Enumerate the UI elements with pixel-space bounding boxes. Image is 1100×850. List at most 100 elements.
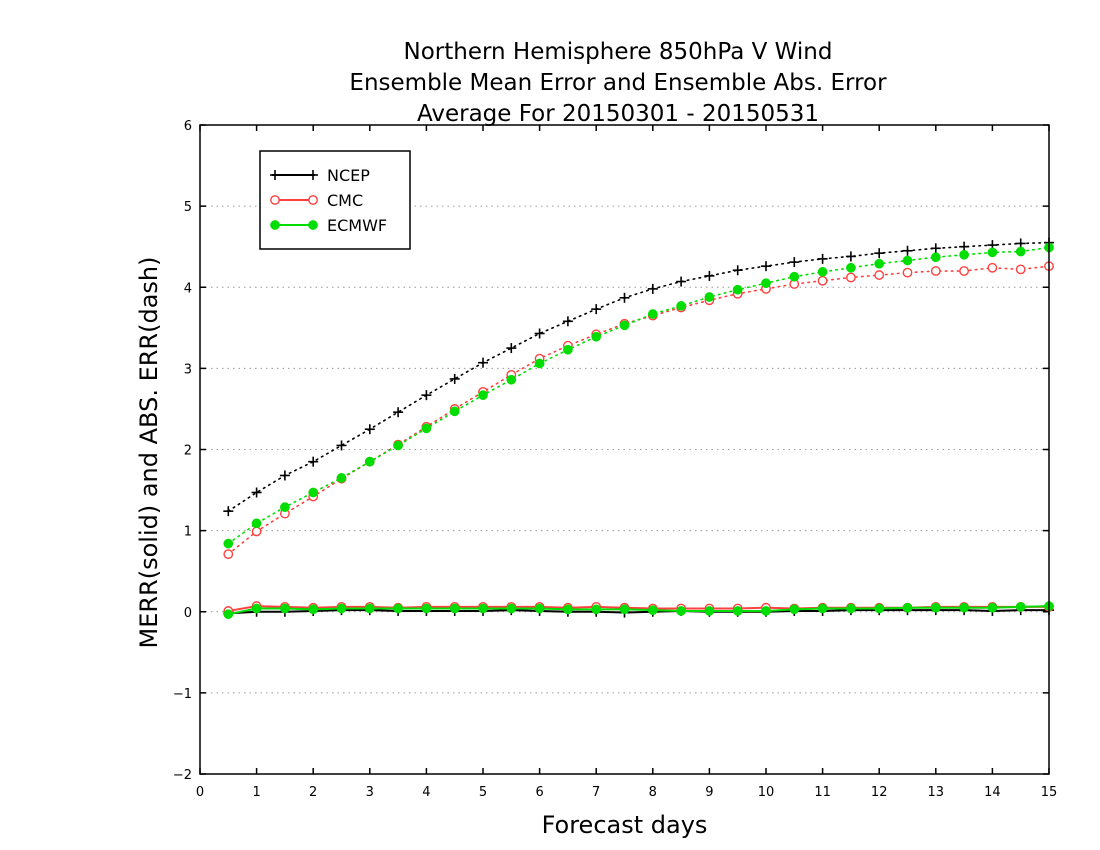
ecmwf-merr-point: [280, 603, 290, 614]
ecmwf-merr-point: [676, 606, 686, 616]
y-tick-label: 2: [184, 444, 192, 459]
title-line-1: Northern Hemisphere 850hPa V Wind: [404, 39, 833, 65]
ncep-abs-err-point: [817, 253, 828, 264]
ecmwf-abs-err-point: [251, 518, 262, 529]
ecmwf-abs-err-point: [393, 440, 403, 451]
y-tick-label: 4: [184, 281, 192, 296]
ncep-abs-err-point: [704, 270, 715, 281]
ecmwf-abs-err-point: [534, 358, 545, 369]
ecmwf-abs-err-point: [449, 406, 460, 417]
ecmwf-merr-point: [563, 604, 573, 615]
ecmwf-merr-point: [478, 603, 488, 614]
legend-marker: [308, 220, 318, 230]
ecmwf-merr-point: [336, 603, 347, 614]
ecmwf-abs-err-point: [336, 473, 347, 483]
ecmwf-abs-err-point: [930, 252, 941, 263]
legend-label: ECMWF: [327, 216, 387, 235]
cmc-abs-err-point: [846, 272, 856, 283]
ecmwf-abs-err-point: [902, 255, 913, 266]
x-tick-label: 6: [535, 785, 543, 800]
ecmwf-merr-point: [449, 603, 460, 614]
ncep-abs-err-line: [227, 241, 1050, 512]
ecmwf-abs-err-point: [676, 301, 686, 311]
ecmwf-abs-err-point: [591, 331, 602, 342]
ncep-abs-err-point: [279, 470, 290, 481]
x-tick-label: 11: [814, 785, 831, 800]
ncep-abs-err-point: [591, 304, 602, 315]
x-tick-label: 3: [366, 785, 374, 800]
ecmwf-merr-point: [704, 606, 715, 616]
ecmwf-merr-point: [308, 604, 319, 615]
ecmwf-merr-point: [591, 604, 602, 615]
ncep-abs-err-point: [761, 261, 771, 272]
cmc-abs-err-point: [987, 262, 998, 273]
y-axis-ticks: −2 −1 0 1 2 3 4 5 6: [173, 119, 1049, 783]
ncep-abs-err-point: [676, 276, 687, 287]
x-tick-label: 15: [1041, 785, 1058, 800]
cmc-abs-err-point: [251, 526, 262, 537]
ecmwf-abs-err-point: [732, 284, 743, 295]
ecmwf-abs-err-point: [563, 344, 573, 355]
ncep-abs-err-point: [364, 424, 375, 435]
ecmwf-abs-err-point: [619, 320, 630, 331]
ecmwf-abs-err-line: [227, 246, 1050, 545]
ecmwf-merr-point: [421, 603, 432, 614]
legend-marker: [270, 170, 280, 180]
ecmwf-abs-err-point: [421, 423, 432, 434]
y-tick-label: 3: [184, 362, 192, 377]
ecmwf-abs-err-point: [959, 249, 969, 260]
ncep-abs-err-point: [308, 456, 319, 467]
cmc-abs-err-point: [930, 266, 941, 276]
legend-item-ncep: NCEP: [270, 166, 370, 185]
legend-item-cmc: CMC: [270, 191, 363, 210]
ncep-abs-err-point: [506, 343, 517, 354]
ecmwf-merr-point: [619, 604, 630, 615]
ncep-abs-err-point: [421, 390, 432, 401]
ecmwf-abs-err-point: [874, 258, 885, 269]
x-tick-label: 5: [479, 785, 487, 800]
ncep-abs-err-point: [874, 248, 885, 259]
ecmwf-abs-err-point: [223, 538, 234, 549]
x-tick-label: 4: [422, 785, 430, 800]
ncep-abs-err-point: [449, 373, 460, 384]
ecmwf-abs-err-point: [478, 390, 488, 400]
ecmwf-merr-point: [817, 603, 828, 614]
ncep-abs-err-point: [789, 257, 800, 268]
series-ncep: [223, 237, 1054, 619]
y-tick-label: 6: [184, 119, 192, 134]
chart-title: Northern Hemisphere 850hPa V Wind Ensembl…: [349, 39, 887, 127]
ecmwf-merr-point: [846, 603, 856, 614]
ecmwf-abs-err-point: [364, 456, 375, 467]
x-axis-ticks: 0 1 2 3 4 5 6 7 8 9 10 11 12 13 14 15: [196, 125, 1057, 800]
legend-marker: [270, 195, 280, 205]
ncep-abs-err-point: [223, 506, 234, 517]
legend-marker: [270, 220, 280, 230]
ncep-abs-err-point: [478, 357, 488, 368]
ecmwf-abs-err-point: [280, 502, 290, 512]
ecmwf-merr-point: [789, 604, 800, 615]
series-cmc: [223, 261, 1054, 616]
ecmwf-abs-err-point: [647, 309, 658, 319]
ecmwf-merr-point: [732, 606, 743, 616]
y-axis-label: MERR(solid) and ABS. ERR(dash): [135, 257, 163, 649]
ncep-abs-err-point: [930, 243, 941, 254]
y-tick-label: −2: [173, 768, 192, 783]
ecmwf-merr-point: [393, 603, 403, 614]
ncep-abs-err-point: [336, 440, 347, 451]
cmc-abs-err-point: [874, 270, 885, 280]
x-tick-label: 7: [592, 785, 600, 800]
y-tick-label: −1: [173, 687, 192, 702]
ecmwf-merr-point: [223, 609, 234, 620]
ncep-abs-err-point: [562, 316, 573, 327]
title-line-3: Average For 20150301 - 20150531: [417, 101, 819, 127]
x-tick-label: 12: [871, 785, 888, 800]
ncep-abs-err-point: [251, 487, 262, 498]
legend-item-ecmwf: ECMWF: [270, 216, 387, 235]
ecmwf-merr-point: [987, 602, 998, 613]
ecmwf-merr-point: [930, 602, 941, 613]
series-ecmwf: [223, 242, 1054, 620]
series-layer: [223, 237, 1054, 620]
legend-label: NCEP: [327, 166, 370, 185]
cmc-abs-err-line: [227, 265, 1050, 555]
y-tick-label: 5: [184, 200, 192, 215]
